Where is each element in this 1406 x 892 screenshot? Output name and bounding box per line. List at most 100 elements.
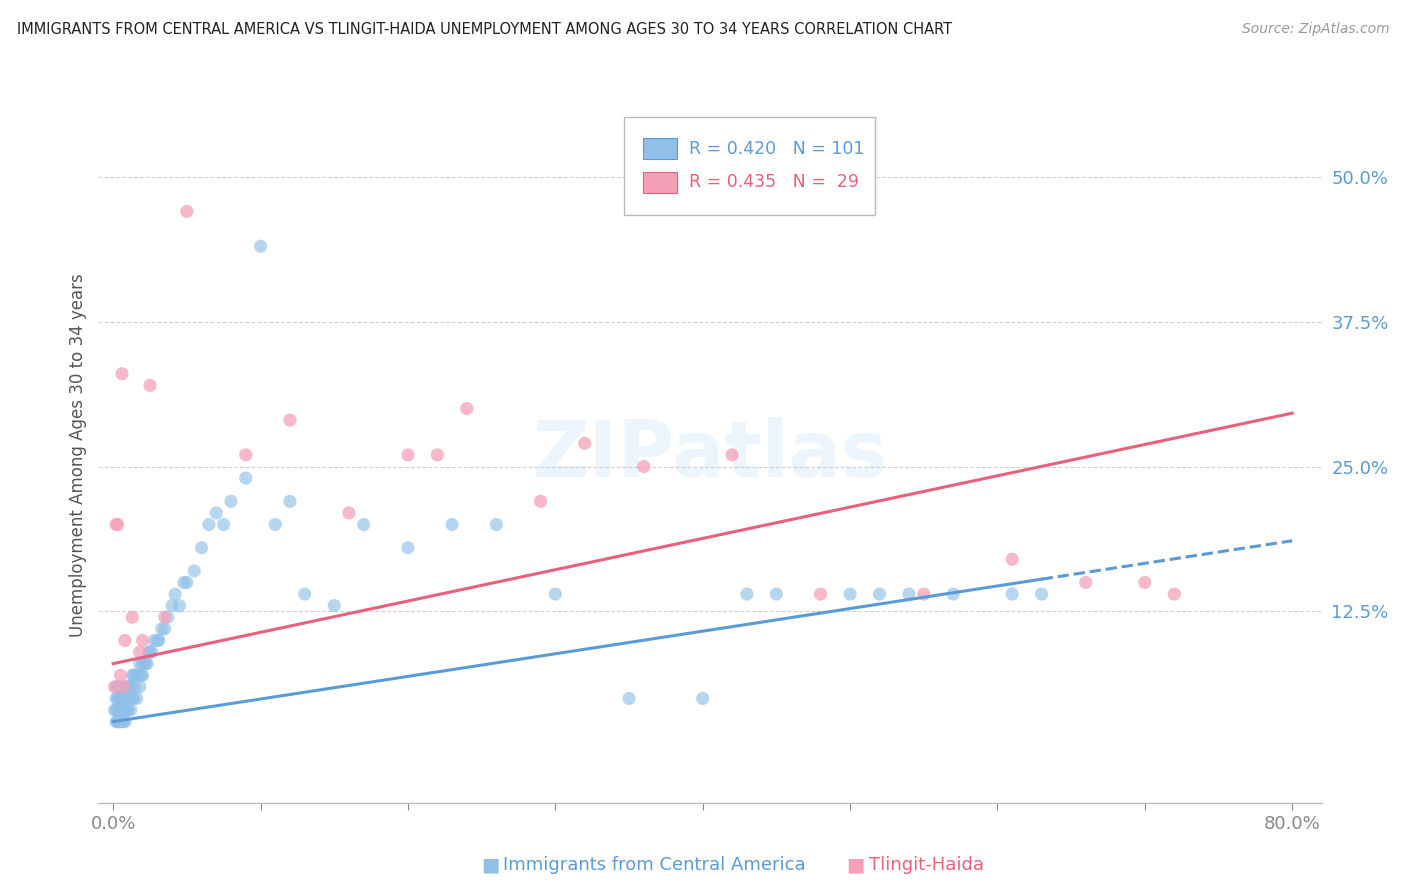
Point bbox=[122, 668, 145, 682]
Point bbox=[108, 714, 131, 729]
Point bbox=[120, 691, 142, 706]
Point bbox=[111, 691, 134, 706]
Point bbox=[105, 714, 128, 729]
Point bbox=[108, 691, 131, 706]
Point bbox=[1133, 575, 1156, 590]
Point bbox=[153, 622, 176, 636]
Point bbox=[127, 668, 149, 682]
Point bbox=[105, 517, 128, 532]
Point bbox=[633, 459, 655, 474]
Point bbox=[135, 657, 157, 671]
Point bbox=[138, 645, 160, 659]
Point bbox=[110, 668, 132, 682]
Point bbox=[110, 703, 132, 717]
Text: ■: ■ bbox=[846, 855, 865, 875]
Point bbox=[529, 494, 551, 508]
Point bbox=[160, 599, 183, 613]
Bar bbox=[643, 172, 678, 193]
Point bbox=[112, 714, 135, 729]
Point bbox=[107, 714, 129, 729]
Point bbox=[143, 633, 166, 648]
Text: R = 0.435   N =  29: R = 0.435 N = 29 bbox=[689, 173, 859, 191]
Point bbox=[115, 703, 138, 717]
Point bbox=[1001, 587, 1024, 601]
Text: Immigrants from Central America: Immigrants from Central America bbox=[503, 856, 806, 874]
Point bbox=[105, 680, 128, 694]
Point bbox=[107, 680, 129, 694]
Point bbox=[108, 714, 131, 729]
Point bbox=[165, 587, 187, 601]
Point bbox=[110, 691, 132, 706]
Point bbox=[396, 541, 419, 555]
Point bbox=[353, 517, 375, 532]
Point bbox=[898, 587, 921, 601]
Point bbox=[128, 645, 150, 659]
Point bbox=[278, 413, 301, 427]
Point bbox=[249, 239, 271, 253]
Point bbox=[183, 564, 205, 578]
Point bbox=[114, 703, 136, 717]
Point bbox=[810, 587, 832, 601]
Point bbox=[146, 633, 169, 648]
Point bbox=[124, 668, 146, 682]
Point bbox=[122, 691, 145, 706]
Point bbox=[117, 691, 139, 706]
Point bbox=[205, 506, 228, 520]
Point bbox=[112, 703, 135, 717]
Point bbox=[104, 703, 127, 717]
Y-axis label: Unemployment Among Ages 30 to 34 years: Unemployment Among Ages 30 to 34 years bbox=[69, 273, 87, 637]
Text: Tlingit-Haida: Tlingit-Haida bbox=[869, 856, 984, 874]
Point bbox=[219, 494, 242, 508]
Point bbox=[110, 703, 132, 717]
Point bbox=[125, 668, 148, 682]
Point bbox=[128, 657, 150, 671]
Point bbox=[105, 691, 128, 706]
Point bbox=[107, 703, 129, 717]
Point bbox=[114, 633, 136, 648]
Point bbox=[176, 575, 198, 590]
Point bbox=[120, 703, 142, 717]
Point bbox=[441, 517, 464, 532]
Point bbox=[765, 587, 787, 601]
Point bbox=[176, 204, 198, 219]
Point bbox=[337, 506, 360, 520]
Point bbox=[139, 378, 162, 392]
Point bbox=[169, 599, 191, 613]
Point bbox=[156, 610, 179, 624]
Text: Source: ZipAtlas.com: Source: ZipAtlas.com bbox=[1241, 22, 1389, 37]
Point bbox=[108, 680, 131, 694]
Point bbox=[117, 703, 139, 717]
Point bbox=[264, 517, 287, 532]
Point bbox=[912, 587, 935, 601]
Point bbox=[110, 714, 132, 729]
Text: ZIPatlas: ZIPatlas bbox=[533, 417, 887, 493]
Point bbox=[942, 587, 965, 601]
Point bbox=[121, 610, 143, 624]
Point bbox=[278, 494, 301, 508]
Point bbox=[121, 691, 143, 706]
Point bbox=[173, 575, 195, 590]
Point bbox=[735, 587, 758, 601]
Point bbox=[105, 703, 128, 717]
Point bbox=[120, 680, 142, 694]
Point bbox=[118, 691, 141, 706]
Point bbox=[111, 680, 134, 694]
Point bbox=[128, 680, 150, 694]
Point bbox=[132, 657, 155, 671]
Point bbox=[617, 691, 640, 706]
Point bbox=[107, 517, 129, 532]
Point bbox=[110, 691, 132, 706]
Point bbox=[544, 587, 567, 601]
Point bbox=[294, 587, 316, 601]
Point bbox=[153, 610, 176, 624]
Point bbox=[114, 691, 136, 706]
Text: IMMIGRANTS FROM CENTRAL AMERICA VS TLINGIT-HAIDA UNEMPLOYMENT AMONG AGES 30 TO 3: IMMIGRANTS FROM CENTRAL AMERICA VS TLING… bbox=[17, 22, 952, 37]
Point bbox=[150, 622, 173, 636]
Point bbox=[112, 691, 135, 706]
Point bbox=[1001, 552, 1024, 566]
Point bbox=[117, 703, 139, 717]
Point bbox=[104, 680, 127, 694]
Bar bbox=[643, 138, 678, 159]
Point bbox=[131, 657, 153, 671]
Point bbox=[1163, 587, 1185, 601]
